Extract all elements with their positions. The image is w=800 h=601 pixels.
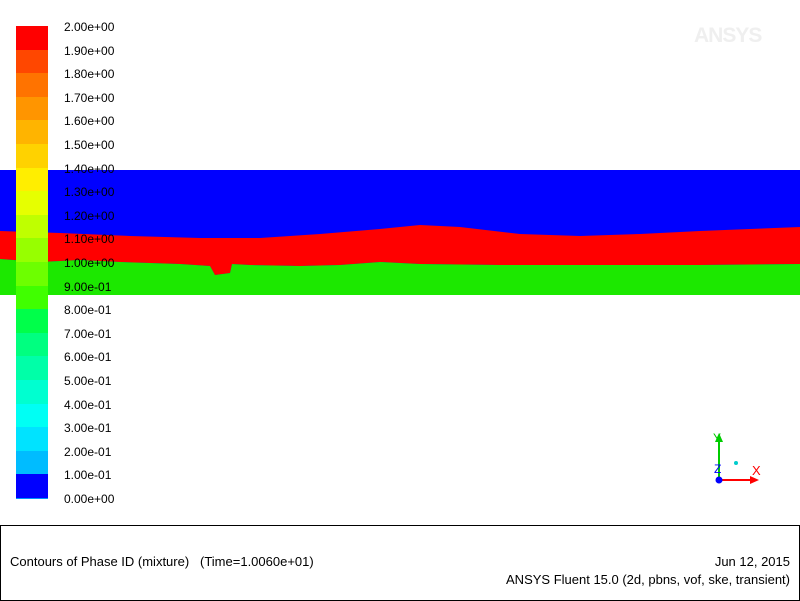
colorbar-swatch <box>16 309 48 334</box>
colorbar-label: 7.00e-01 <box>64 326 112 341</box>
colorbar-swatch <box>16 49 48 74</box>
colorbar-label: 0.00e+00 <box>64 492 115 506</box>
colorbar-label: 1.80e+00 <box>64 67 115 82</box>
colorbar-swatch <box>16 214 48 239</box>
z-axis-dot <box>715 476 723 484</box>
plot-caption-solver: ANSYS Fluent 15.0 (2d, pbns, vof, ske, t… <box>506 572 790 587</box>
middle-phase-region <box>0 225 800 275</box>
colorbar-swatch <box>16 26 48 51</box>
colorbar-swatch <box>16 262 48 287</box>
colorbar-swatch <box>16 120 48 145</box>
colorbar-label: 1.50e+00 <box>64 138 115 152</box>
colorbar-label: 6.00e-01 <box>64 350 112 365</box>
x-axis-arrowhead <box>750 476 759 484</box>
colorbar-swatch <box>16 191 48 216</box>
colorbar-label: 2.00e-01 <box>64 444 112 459</box>
colorbar-swatch <box>16 450 48 475</box>
colorbar <box>16 26 48 499</box>
axis-triad: Y Z X <box>713 431 761 484</box>
x-axis-label: X <box>752 463 761 478</box>
plot-caption-date: Jun 12, 2015 <box>714 554 790 569</box>
colorbar-label: 1.00e-01 <box>64 468 112 483</box>
colorbar-label: 1.20e+00 <box>64 208 115 223</box>
plot-caption-title: Contours of Phase ID (mixture) (Time=1.0… <box>10 554 314 569</box>
colorbar-label: 3.00e-01 <box>64 421 112 436</box>
y-axis-label: Y <box>713 431 721 445</box>
z-axis-label: Z <box>714 462 721 476</box>
colorbar-swatch <box>16 73 48 98</box>
view-center-dot <box>734 461 738 465</box>
lower-phase-region <box>0 259 800 295</box>
colorbar-label: 1.40e+00 <box>64 161 115 176</box>
colorbar-swatch <box>16 144 48 169</box>
colorbar-label: 1.70e+00 <box>64 90 115 105</box>
colorbar-swatch <box>16 380 48 405</box>
colorbar-swatch <box>16 332 48 357</box>
ansys-logo: ANSYS <box>694 24 762 47</box>
colorbar-label: 1.90e+00 <box>64 43 115 58</box>
colorbar-swatch <box>16 474 48 498</box>
colorbar-label: 1.10e+00 <box>64 232 115 247</box>
colorbar-swatch <box>16 356 48 381</box>
colorbar-label: 1.00e+00 <box>64 256 115 270</box>
colorbar-swatch <box>16 167 48 192</box>
colorbar-swatch <box>16 403 48 428</box>
graphics-viewport[interactable]: 2.00e+00 1.90e+00 1.80e+00 1.70e+00 1.60e+00… <box>0 0 800 518</box>
colorbar-label: 1.60e+00 <box>64 114 115 129</box>
colorbar-swatch <box>16 96 48 121</box>
colorbar-swatch <box>16 238 48 263</box>
colorbar-swatch <box>16 285 48 310</box>
caption-bar: Contours of Phase ID (mixture) (Time=1.0… <box>0 525 800 601</box>
colorbar-label: 9.00e-01 <box>64 279 112 294</box>
colorbar-swatch <box>16 427 48 452</box>
colorbar-label: 4.00e-01 <box>64 397 112 412</box>
colorbar-label: 5.00e-01 <box>64 374 112 388</box>
y-axis-arrowhead <box>715 433 723 442</box>
phase-contour-plot <box>0 170 800 295</box>
colorbar-label: 1.30e+00 <box>64 185 115 200</box>
colorbar-label: 8.00e-01 <box>64 303 112 318</box>
colorbar-label: 2.00e+00 <box>64 20 115 34</box>
